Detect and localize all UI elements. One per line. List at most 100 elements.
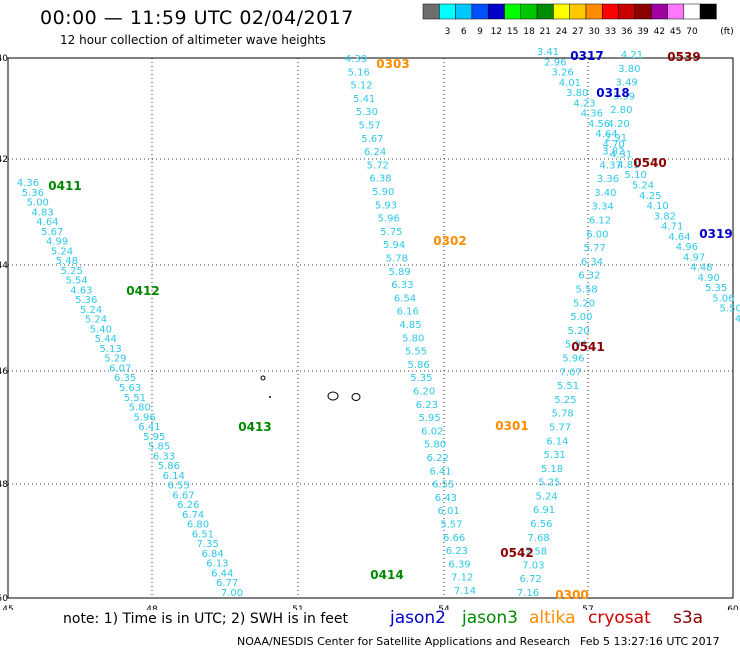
wave-height-value: 4.31 [610,150,632,161]
wave-height-value: 3.26 [551,68,573,79]
pass-time-label: 0413 [238,420,271,434]
wave-height-value: 6.41 [429,466,451,477]
wave-height-value: 5.50 [720,304,740,315]
wave-height-value: 6.13 [206,559,228,570]
pass-time-label: 0539 [667,50,700,64]
wave-height-value: 5.20 [573,298,595,309]
wave-height-value: 4.39 [345,54,367,65]
island-outline [260,375,266,381]
wave-height-value: 6.54 [394,293,416,304]
longitude-label: 48 [146,605,158,610]
wave-height-value: 6.84 [201,549,223,560]
latitude-label: -42 [0,155,8,165]
wave-height-value: 6.72 [520,574,542,585]
latitude-label: -48 [0,480,8,490]
note-text: note: 1) Time is in UTC; 2) SWH is in fe… [63,611,349,627]
wave-height-value: 6.44 [211,568,233,579]
colorbar-swatch [699,3,717,20]
longitude-label: 57 [582,605,593,610]
wave-height-value: 7.35 [197,539,219,550]
wave-height-value: 6.12 [589,216,611,227]
colorbar-label: 6 [461,27,467,37]
wave-height-value: 5.48 [56,256,78,267]
wave-height-value: 5.86 [158,461,180,472]
wave-height-value: 5.24 [536,491,558,502]
wave-height-value: 5.80 [402,333,424,344]
wave-height-value: 5.77 [549,422,571,433]
wave-height-value: 5.78 [386,254,408,265]
wave-height-value: 5.57 [440,520,462,531]
map-frame [7,57,734,599]
wave-height-value: 5.25 [554,395,576,406]
wave-height-value: 4.36 [581,109,603,120]
wave-height-value: 5.25 [61,266,83,277]
pass-time-label: 0412 [126,284,159,298]
colorbar-label: 33 [605,27,616,37]
wave-height-value: 4.20 [608,119,630,130]
wave-height-value: 4.01 [559,78,581,89]
wave-height-value: 3.80 [566,88,588,99]
island-outline [327,391,339,401]
wave-height-value: 7.16 [517,588,539,599]
wave-height-value: 5.44 [95,334,117,345]
longitude-label: 54 [438,605,450,610]
wave-height-value: 5.80 [129,403,151,414]
wave-height-value: 4.56 [588,119,610,130]
wave-height-value: 5.31 [544,450,566,461]
colorbar-unit: (ft) [720,27,734,37]
satellite-jason3: jason3 [462,608,518,628]
longitude-label: 51 [292,605,303,610]
pass-time-label: 0302 [433,234,466,248]
wave-height-value: 5.57 [358,121,380,132]
wave-height-value: 5.12 [350,81,372,92]
satellite-s3a: s3a [673,608,704,628]
pass-time-label: 0300 [555,588,588,602]
latitude-label: -50 [0,594,8,604]
wave-height-value: 3.82 [654,211,676,222]
wave-height-value: 7.12 [451,573,473,584]
wave-height-value: 5.95 [418,413,440,424]
wave-height-value: 4.21 [621,50,643,61]
wave-height-value: 5.51 [557,381,579,392]
colorbar-label: 18 [523,27,535,37]
wave-height-value: 6.55 [167,481,189,492]
colorbar-label: 45 [670,27,681,37]
wave-height-value: 5.24 [80,305,102,316]
wave-height-value: 4.71 [661,222,683,233]
colorbar-label: 9 [477,27,483,37]
wave-height-value: 6.00 [586,229,608,240]
colorbar-label: 36 [621,27,633,37]
wave-height-value: 4.97 [683,252,705,263]
wave-height-value: 5.95 [143,432,165,443]
wave-height-value: 5.77 [584,243,606,254]
colorbar-label: 30 [588,27,600,37]
wave-height-value: 5.40 [90,324,112,335]
wave-height-value: 5.41 [353,94,375,105]
wave-height-value: 5.06 [712,293,734,304]
map-title: 00:00 — 11:59 UTC 02/04/2017 [40,7,354,29]
pass-time-label: 0541 [571,340,604,354]
wave-height-value: 4.48 [690,263,712,274]
wave-height-value: 2.91 [605,133,627,144]
wave-height-value: 5.72 [367,160,389,171]
wave-height-value: 5.35 [705,283,727,294]
wave-height-value: 3.99 [613,91,635,102]
wave-height-value: 6.23 [416,400,438,411]
satellite-altika: altika [529,608,576,628]
wave-height-value: 6.24 [364,147,386,158]
footer-timestamp: Feb 5 13:27:16 UTC 2017 [580,635,720,648]
wave-height-value: 4.37 [600,160,622,171]
pass-time-label: 0317 [570,49,603,63]
wave-height-value: 5.00 [570,312,592,323]
wave-height-value: 5.85 [148,442,170,453]
pass-time-label: 0303 [376,57,409,71]
pass-time-label: 0411 [48,179,81,193]
wave-height-value: 6.77 [216,578,238,589]
wave-height-value: 4.64 [36,217,58,228]
wave-height-value: 6.33 [391,280,413,291]
wave-height-value: 5.90 [372,187,394,198]
wave-height-value: 5.51 [124,393,146,404]
wave-height-value: 4.23 [573,98,595,109]
wave-height-value: 6.43 [435,493,457,504]
wave-height-value: 5.63 [119,383,141,394]
